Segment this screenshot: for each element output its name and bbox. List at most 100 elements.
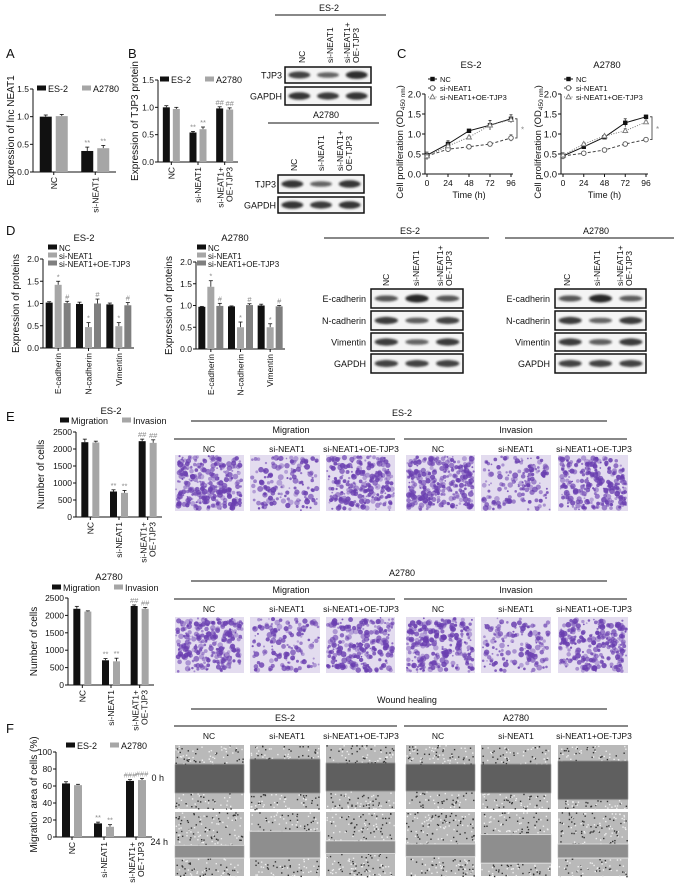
protein-band bbox=[374, 338, 398, 346]
stained-cell bbox=[199, 462, 203, 466]
marker-square bbox=[623, 120, 628, 125]
stained-cell bbox=[565, 495, 570, 500]
cell-speckle bbox=[209, 755, 212, 758]
stained-cell bbox=[561, 457, 565, 461]
cell-speckle bbox=[580, 823, 582, 825]
bar bbox=[45, 302, 53, 348]
cell-speckle bbox=[416, 791, 418, 794]
cell-speckle bbox=[182, 793, 185, 796]
stained-cell bbox=[270, 486, 277, 493]
stained-cell bbox=[517, 666, 521, 669]
cell-speckle bbox=[532, 873, 535, 875]
stained-cell bbox=[539, 458, 544, 463]
cell-speckle bbox=[200, 795, 202, 798]
cell-speckle bbox=[622, 826, 624, 828]
cell-speckle bbox=[374, 854, 376, 857]
cell-speckle bbox=[625, 805, 628, 808]
stained-cell bbox=[253, 639, 256, 642]
stained-cell bbox=[233, 629, 237, 633]
stained-cell bbox=[621, 492, 624, 495]
cell-speckle bbox=[437, 838, 440, 840]
stained-cell bbox=[581, 629, 586, 635]
y-tick-label: 1.0 bbox=[180, 301, 192, 311]
stained-cell bbox=[210, 654, 214, 658]
stained-cell bbox=[559, 487, 562, 490]
cell-speckle bbox=[548, 869, 550, 872]
stained-cell bbox=[433, 484, 437, 488]
stained-cell bbox=[618, 505, 622, 509]
stained-cell bbox=[217, 501, 222, 506]
stained-cell bbox=[176, 630, 181, 634]
cell-speckle bbox=[546, 800, 548, 803]
cell-speckle bbox=[204, 873, 207, 875]
marker-triangle bbox=[601, 132, 608, 139]
stained-cell bbox=[279, 496, 282, 499]
cell-speckle bbox=[625, 873, 627, 876]
cell-speckle bbox=[258, 801, 261, 803]
cell-speckle bbox=[429, 795, 432, 798]
cell-speckle bbox=[271, 757, 274, 760]
cell-speckle bbox=[410, 830, 413, 833]
cell-speckle bbox=[331, 869, 334, 872]
stained-cell bbox=[601, 504, 608, 511]
cell-speckle bbox=[602, 875, 604, 878]
significance-mark: ** bbox=[190, 122, 196, 131]
stained-cell bbox=[596, 479, 603, 486]
cell-speckle bbox=[580, 875, 582, 877]
cell-speckle bbox=[290, 750, 292, 752]
cell-speckle bbox=[442, 869, 444, 871]
stained-cell bbox=[495, 626, 498, 628]
stained-cell bbox=[198, 648, 203, 652]
cell-speckle bbox=[390, 837, 393, 840]
cell-speckle bbox=[536, 795, 539, 798]
stained-cell bbox=[177, 651, 184, 657]
legend-label: ES-2 bbox=[171, 75, 191, 85]
cell-speckle bbox=[284, 865, 286, 867]
cell-speckle bbox=[256, 874, 259, 876]
cell-speckle bbox=[196, 872, 198, 875]
stained-cell bbox=[521, 481, 524, 484]
cell-speckle bbox=[367, 797, 370, 799]
stained-cell bbox=[527, 477, 532, 482]
stained-cell bbox=[417, 470, 423, 475]
cell-speckle bbox=[445, 875, 447, 878]
cell-speckle bbox=[206, 829, 209, 832]
stained-cell bbox=[416, 671, 419, 673]
stained-cell bbox=[220, 624, 226, 629]
cell-speckle bbox=[181, 859, 184, 862]
cell-speckle bbox=[471, 823, 473, 826]
stained-cell bbox=[580, 455, 587, 461]
stained-cell bbox=[274, 652, 278, 657]
stained-cell bbox=[285, 629, 290, 634]
cell-speckle bbox=[515, 830, 517, 833]
cell-speckle bbox=[283, 801, 286, 803]
stained-cell bbox=[237, 623, 242, 629]
stained-cell bbox=[422, 486, 425, 489]
stained-cell bbox=[583, 506, 587, 510]
stained-cell bbox=[575, 666, 580, 671]
cell-speckle bbox=[538, 873, 541, 875]
bar bbox=[172, 108, 180, 162]
cell-speckle bbox=[178, 797, 180, 799]
stained-cell bbox=[496, 617, 499, 620]
stained-cell bbox=[193, 655, 200, 662]
marker-square bbox=[566, 76, 571, 82]
cell-speckle bbox=[433, 755, 436, 757]
stained-cell bbox=[502, 455, 508, 461]
cell-speckle bbox=[289, 866, 291, 868]
cell-speckle bbox=[620, 802, 623, 805]
cell-speckle bbox=[570, 758, 572, 761]
condition-label: si-NEAT1+OE-TJP3 bbox=[323, 444, 399, 454]
cell-speckle bbox=[368, 823, 371, 825]
stained-cell bbox=[207, 455, 210, 458]
stained-cell bbox=[520, 633, 524, 636]
stained-cell bbox=[329, 497, 334, 503]
cell-speckle bbox=[390, 756, 392, 758]
stained-cell bbox=[223, 489, 228, 493]
bar bbox=[207, 286, 215, 349]
cell-speckle bbox=[270, 804, 272, 806]
stained-cell bbox=[491, 646, 495, 649]
y-tick-label: 0.5 bbox=[180, 322, 192, 332]
stained-cell bbox=[204, 485, 207, 488]
cell-speckle bbox=[287, 815, 289, 817]
